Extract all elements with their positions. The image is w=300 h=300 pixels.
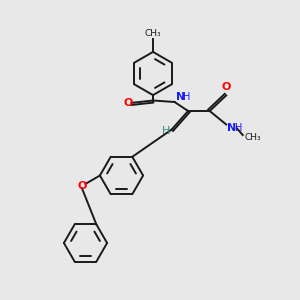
Text: CH₃: CH₃ bbox=[145, 29, 161, 38]
Text: O: O bbox=[221, 82, 231, 92]
Text: N: N bbox=[176, 92, 185, 102]
Text: N: N bbox=[227, 123, 237, 133]
Text: CH₃: CH₃ bbox=[244, 133, 261, 142]
Text: O: O bbox=[77, 181, 87, 191]
Text: O: O bbox=[123, 98, 133, 108]
Text: H: H bbox=[183, 92, 190, 102]
Text: H: H bbox=[235, 123, 242, 133]
Text: H: H bbox=[162, 126, 170, 136]
